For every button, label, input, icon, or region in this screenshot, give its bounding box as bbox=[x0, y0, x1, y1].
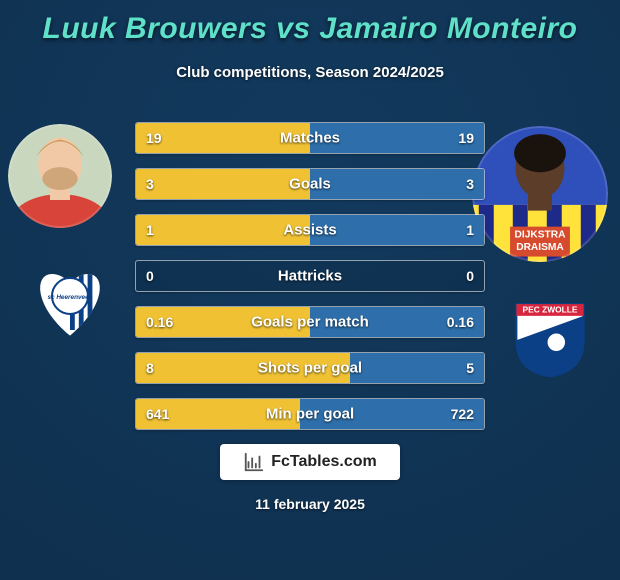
svg-text:DRAISMA: DRAISMA bbox=[516, 242, 564, 253]
stat-value-left: 19 bbox=[146, 130, 162, 146]
stat-label: Goals per match bbox=[251, 314, 369, 331]
stat-row: 0.16 0.16 Goals per match bbox=[135, 306, 485, 338]
stat-row: 8 5 Shots per goal bbox=[135, 352, 485, 384]
stat-value-right: 0.16 bbox=[447, 314, 474, 330]
svg-text:DIJKSTRA: DIJKSTRA bbox=[515, 230, 567, 241]
stat-value-right: 3 bbox=[466, 176, 474, 192]
stat-bar-right bbox=[310, 169, 484, 199]
stat-bar-right bbox=[350, 353, 484, 383]
date-text: 11 february 2025 bbox=[0, 496, 620, 512]
stat-row: 0 0 Hattricks bbox=[135, 260, 485, 292]
stat-row: 3 3 Goals bbox=[135, 168, 485, 200]
stat-label: Goals bbox=[289, 176, 331, 193]
stat-label: Min per goal bbox=[266, 406, 354, 423]
site-logo: FcTables.com bbox=[220, 444, 400, 480]
stat-label: Assists bbox=[283, 222, 336, 239]
stat-value-left: 641 bbox=[146, 406, 169, 422]
stat-value-left: 8 bbox=[146, 360, 154, 376]
player-left-avatar bbox=[8, 124, 112, 228]
stat-value-right: 0 bbox=[466, 268, 474, 284]
stat-value-left: 0.16 bbox=[146, 314, 173, 330]
stat-value-right: 1 bbox=[466, 222, 474, 238]
player-left-club-badge: sc Heerenveen bbox=[30, 262, 110, 342]
player-right-club-badge: PEC ZWOLLE bbox=[508, 294, 592, 378]
stat-label: Matches bbox=[280, 130, 340, 147]
chart-icon bbox=[243, 451, 265, 473]
stat-row: 19 19 Matches bbox=[135, 122, 485, 154]
season-subtitle: Club competitions, Season 2024/2025 bbox=[0, 64, 620, 81]
stat-label: Hattricks bbox=[278, 268, 342, 285]
stat-value-left: 0 bbox=[146, 268, 154, 284]
stat-value-left: 1 bbox=[146, 222, 154, 238]
stats-container: 19 19 Matches 3 3 Goals 1 1 Assists 0 0 Hattricks 0.… bbox=[135, 122, 485, 444]
stat-value-right: 5 bbox=[466, 360, 474, 376]
player-right-avatar: DIJKSTRADRAISMA bbox=[472, 126, 608, 262]
svg-text:sc Heerenveen: sc Heerenveen bbox=[47, 294, 92, 301]
headline: Luuk Brouwers vs Jamairo Monteiro bbox=[0, 12, 620, 46]
stat-bar-left bbox=[136, 169, 310, 199]
comparison-infographic: Luuk Brouwers vs Jamairo Monteiro Club c… bbox=[0, 0, 620, 580]
stat-value-right: 722 bbox=[451, 406, 474, 422]
svg-text:PEC ZWOLLE: PEC ZWOLLE bbox=[523, 304, 578, 314]
stat-label: Shots per goal bbox=[258, 360, 362, 377]
stat-value-right: 19 bbox=[458, 130, 474, 146]
stat-row: 641 722 Min per goal bbox=[135, 398, 485, 430]
site-logo-text: FcTables.com bbox=[271, 453, 377, 471]
stat-row: 1 1 Assists bbox=[135, 214, 485, 246]
stat-value-left: 3 bbox=[146, 176, 154, 192]
